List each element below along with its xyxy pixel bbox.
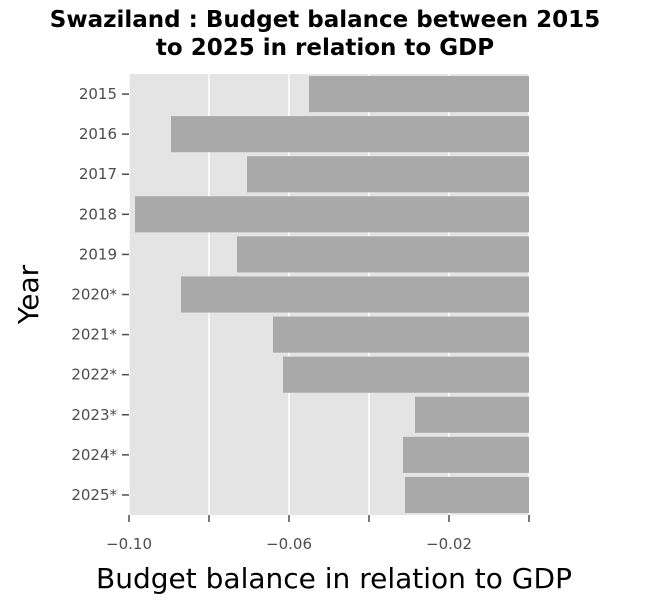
y-tick-label: 2017 [79, 165, 117, 183]
bar-2021 [273, 316, 529, 353]
y-axis: 2015 2016 2017 2018 2019 2020* 2021* 2022* 2023*… [71, 85, 129, 504]
bar-2016 [171, 116, 529, 153]
y-tick-label: 2020* [71, 286, 117, 304]
y-tick-label: 2021* [71, 326, 117, 344]
bar-2024 [403, 436, 529, 473]
bars [135, 76, 529, 513]
bar-2015 [309, 76, 529, 113]
y-tick-label: 2015 [79, 85, 117, 103]
bar-2020 [181, 276, 529, 313]
bar-2025 [405, 476, 529, 513]
x-tick-label: −0.10 [106, 535, 152, 553]
bar-2019 [237, 236, 529, 273]
x-tick-label: −0.02 [426, 535, 472, 553]
y-tick-label: 2024* [71, 446, 117, 464]
chart-title: Swaziland : Budget balance between 2015 … [0, 6, 650, 62]
y-tick-label: 2016 [79, 125, 117, 143]
chart-title-line-2: to 2025 in relation to GDP [155, 35, 495, 61]
y-tick-label: 2023* [71, 406, 117, 424]
y-tick-label: 2019 [79, 245, 117, 263]
bar-2022 [283, 356, 529, 393]
y-tick-label: 2018 [79, 205, 117, 223]
x-tick-label: −0.06 [266, 535, 312, 553]
y-tick-label: 2022* [71, 366, 117, 384]
bar-2023 [415, 396, 529, 433]
bar-2018 [135, 196, 529, 233]
x-axis-title: Budget balance in relation to GDP [96, 562, 572, 595]
bar-2017 [247, 156, 529, 193]
x-axis: −0.10 −0.06 −0.02 [106, 515, 530, 553]
chart-title-line-1: Swaziland : Budget balance between 2015 [49, 7, 601, 33]
y-axis-title: Year [12, 264, 45, 325]
y-tick-label: 2025* [71, 486, 117, 504]
